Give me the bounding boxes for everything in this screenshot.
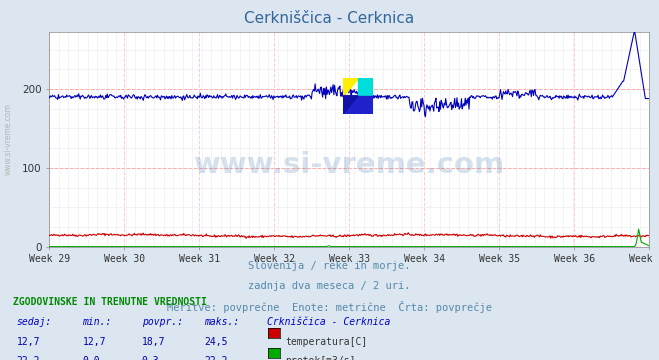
Text: Meritve: povprečne  Enote: metrične  Črta: povprečje: Meritve: povprečne Enote: metrične Črta:… (167, 301, 492, 312)
Text: ZGODOVINSKE IN TRENUTNE VREDNOSTI: ZGODOVINSKE IN TRENUTNE VREDNOSTI (13, 297, 207, 307)
Text: min.:: min.: (82, 317, 112, 327)
Text: pretok[m3/s]: pretok[m3/s] (285, 356, 356, 360)
Text: 0,0: 0,0 (82, 356, 100, 360)
Polygon shape (358, 78, 373, 96)
Text: 24,5: 24,5 (204, 337, 228, 347)
Text: Cerkniščica - Cerknica: Cerkniščica - Cerknica (244, 11, 415, 26)
Text: temperatura[C]: temperatura[C] (285, 337, 368, 347)
Text: 18,7: 18,7 (142, 337, 165, 347)
Text: www.si-vreme.com: www.si-vreme.com (3, 104, 13, 175)
Text: Crkniščica - Cerknica: Crkniščica - Cerknica (267, 317, 390, 327)
Text: povpr.:: povpr.: (142, 317, 183, 327)
Text: 12,7: 12,7 (82, 337, 106, 347)
Bar (343, 96, 373, 114)
Text: maks.:: maks.: (204, 317, 239, 327)
Text: sedaj:: sedaj: (16, 317, 51, 327)
Text: 0,3: 0,3 (142, 356, 159, 360)
Text: Slovenija / reke in morje.: Slovenija / reke in morje. (248, 261, 411, 271)
Text: 22,2: 22,2 (16, 356, 40, 360)
Text: zadnja dva meseca / 2 uri.: zadnja dva meseca / 2 uri. (248, 281, 411, 291)
Text: 12,7: 12,7 (16, 337, 40, 347)
Text: 22,2: 22,2 (204, 356, 228, 360)
Polygon shape (343, 96, 358, 114)
Polygon shape (343, 78, 358, 96)
Text: www.si-vreme.com: www.si-vreme.com (194, 151, 505, 179)
